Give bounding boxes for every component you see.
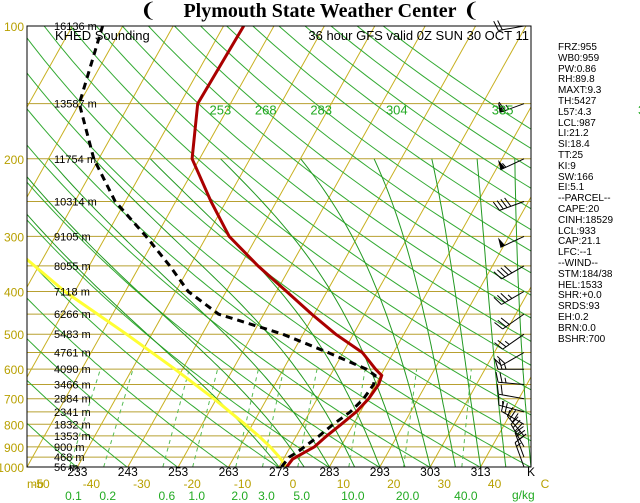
valid-time-label: 36 hour GFS valid 0Z SUN 30 OCT 11 [308,28,529,43]
height-label: 13587 m [54,99,97,111]
stability-index-item: BRN:0.0 [558,324,640,335]
stability-index-item: WB0:959 [558,54,640,65]
moist-adiabat-line [221,159,405,467]
isotherm-line [77,26,324,467]
wind-barb-feather [495,384,500,394]
stability-index-item: KI:9 [558,162,640,173]
wind-barb-half-feather [508,294,512,299]
mixing-ratio-line [104,369,133,467]
mixing-ratio-unit: g/kg [512,488,535,502]
stability-index-item: BSHR:700 [558,335,640,346]
theta-label: 335 [492,103,514,118]
theta-label: 283 [310,103,332,118]
height-label: 1832 m [54,419,91,431]
mixing-ratio-line [349,369,365,467]
wind-barb-feather [501,292,509,302]
pressure-label: 100 [4,20,24,34]
theta-label: 268 [255,103,277,118]
mixing-ratio-label: 20.0 [396,489,420,503]
mixing-ratio-line [163,369,189,467]
isotherm-line [0,26,224,467]
mixing-ratio-label: 2.0 [231,489,248,503]
stability-index-item: STM:184/38 [558,270,640,281]
wind-barb-feather [499,385,504,395]
temperature-tick-label: -30 [133,477,151,491]
wind-barb-staff [500,236,524,247]
height-label: 2884 m [54,394,91,406]
wind-barbs [493,16,533,467]
temperature-tick-label: 30 [438,477,452,491]
height-label: 2341 m [54,407,91,419]
mixing-ratio-label: 0.1 [65,489,82,503]
wind-barb-half-feather [505,378,507,383]
mixing-ratio-line [462,369,471,467]
mixing-ratio-label: 0.2 [99,489,116,503]
stability-index-item: L57:4.3 [558,108,640,119]
wind-barb-feather [514,436,524,442]
pressure-label: 300 [4,230,24,244]
stability-indices-list: FRZ:955 WB0:959 PW:0.86 RH:89.8 MAXT:9.3 TH:5… [558,43,640,345]
wind-barb-half-feather [505,340,509,345]
station-label: KHED Sounding [55,28,150,43]
height-label: 11754 m [54,154,96,166]
plot-frame [27,26,531,467]
height-label: 10314 m [54,196,97,208]
height-label: 3466 m [54,379,91,391]
mixing-ratio-label: 1.0 [188,489,205,503]
height-label: 4761 m [54,347,91,359]
height-label: 6266 m [54,309,91,321]
pressure-label: 500 [4,328,24,342]
isotherm-line [279,26,526,467]
wind-barb-feather [501,266,509,276]
dry-adiabat-line [70,26,640,467]
pressure-label: 600 [4,363,24,377]
mixing-ratio-label: 40.0 [454,489,478,503]
height-label: 4090 m [54,364,91,376]
wind-barb-feather [497,355,505,365]
wind-barb-feather [497,268,505,278]
mixing-ratio-line [262,369,283,467]
wind-barb-half-feather [505,364,507,369]
pressure-label: 200 [4,153,24,167]
temperature-tick-label: C [541,477,550,491]
wind-barb [495,384,525,399]
wind-barb-staff [500,159,524,170]
height-label: 7118 m [54,287,90,299]
pressure-label: 700 [4,393,24,407]
isotherm-line [229,26,476,467]
mixing-ratio-label: 5.0 [293,489,310,503]
mixing-ratio-label: 3.0 [258,489,275,503]
pressure-label: 900 [4,441,24,455]
wind-barb [494,344,524,367]
wind-barb [514,427,533,458]
height-label: 8055 m [54,261,91,273]
wind-barb-feather [494,270,502,280]
height-label: 5483 m [54,329,91,341]
theta-label: 304 [386,103,408,118]
wind-barb-pennant [496,236,505,247]
parcel-trace [0,104,287,467]
wind-barb [496,150,524,170]
chart-grid [0,26,640,467]
theta-label: 253 [210,103,232,118]
height-label: 9105 m [54,231,91,243]
mixing-ratio-label: 0.6 [159,489,176,503]
dry-adiabat-line [18,26,581,467]
stability-index-item: CINH:18529 [558,216,640,227]
pressure-label: 800 [4,418,24,432]
mixing-ratio-label: 10.0 [341,489,365,503]
moist-adiabat-line [374,159,455,467]
pressure-label: 400 [4,286,24,300]
temperature-tick-label: 40 [488,477,502,491]
pressure-label: 1000 [0,461,24,475]
wind-barb [494,257,524,280]
temperature-tick-label: -40 [83,477,101,491]
pressure-unit: mb [27,477,44,491]
